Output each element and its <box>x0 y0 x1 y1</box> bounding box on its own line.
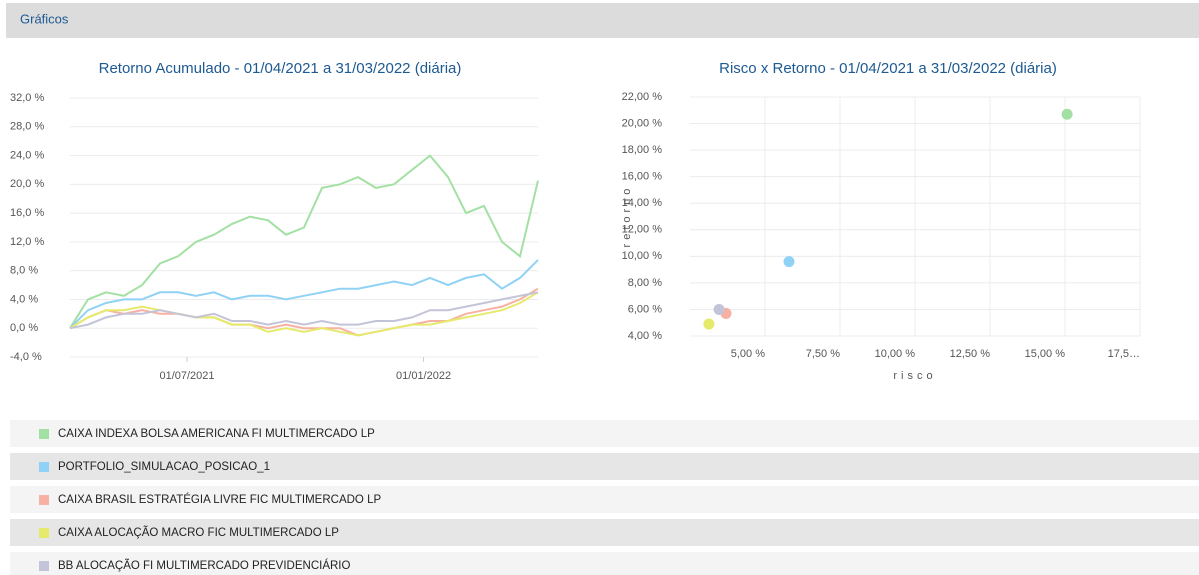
legend-swatch <box>39 495 49 505</box>
header-bar <box>6 3 1199 38</box>
legend-row <box>10 552 1199 575</box>
y-tick-label: 0,0 % <box>10 322 38 334</box>
legend-row <box>10 420 1199 447</box>
point <box>1061 108 1073 120</box>
y-tick-label: 20,00 % <box>622 117 663 129</box>
x-tick-label: 7,50 % <box>806 348 840 360</box>
series-line <box>69 291 539 337</box>
x-tick-label: 15,00 % <box>1025 348 1066 360</box>
point <box>783 256 795 268</box>
y-tick-label: 22,00 % <box>622 91 663 103</box>
y-tick-label: 24,0 % <box>10 149 44 161</box>
header-title: Gráficos <box>20 11 69 26</box>
y-tick-label: 14,00 % <box>622 197 663 209</box>
y-tick-label: 28,0 % <box>10 121 44 133</box>
x-tick-label: 10,00 % <box>875 348 916 360</box>
y-tick-label: 8,0 % <box>10 265 38 277</box>
y-tick-label: 32,0 % <box>10 92 44 104</box>
y-tick-label: 6,00 % <box>628 303 662 315</box>
x-tick-label: 01/01/2022 <box>396 370 451 382</box>
legend-row <box>10 486 1199 513</box>
y-tick-label: 8,00 % <box>628 277 662 289</box>
chart-title: Retorno Acumulado - 01/04/2021 a 31/03/2… <box>99 60 462 77</box>
y-tick-label: 18,00 % <box>622 144 663 156</box>
y-tick-label: 20,0 % <box>10 178 44 190</box>
x-tick-label: 12,50 % <box>950 348 991 360</box>
legend-label: CAIXA INDEXA BOLSA AMERICANA FI MULTIMER… <box>58 428 375 440</box>
y-tick-label: 4,0 % <box>10 293 38 305</box>
y-tick-label: 4,00 % <box>628 330 662 342</box>
x-axis-label: risco <box>893 370 936 382</box>
legend-swatch <box>39 429 49 439</box>
y-tick-label: -4,0 % <box>10 351 42 363</box>
legend-label: PORTFOLIO_SIMULACAO_POSICAO_1 <box>58 461 270 473</box>
x-tick-label: 01/07/2021 <box>159 370 214 382</box>
series-line <box>69 287 539 337</box>
y-tick-label: 16,0 % <box>10 207 44 219</box>
point <box>713 303 725 315</box>
y-tick-label: 12,0 % <box>10 236 44 248</box>
y-tick-label: 10,00 % <box>622 250 663 262</box>
x-tick-label: 17,5… <box>1108 348 1140 360</box>
point <box>703 318 715 330</box>
series-line <box>69 259 539 329</box>
chart-title: Risco x Retorno - 01/04/2021 a 31/03/202… <box>719 60 1057 77</box>
y-tick-label: 12,00 % <box>622 224 663 236</box>
series-line <box>69 154 539 329</box>
series-line <box>69 291 539 330</box>
legend-swatch <box>39 528 49 538</box>
legend-swatch <box>39 561 49 571</box>
y-axis-label: retorno <box>621 185 633 248</box>
x-tick-label: 5,00 % <box>731 348 765 360</box>
legend-label: CAIXA ALOCAÇÃO MACRO FIC MULTIMERCADO LP <box>58 526 339 539</box>
legend-swatch <box>39 462 49 472</box>
legend-row <box>10 453 1199 480</box>
legend-label: BB ALOCAÇÃO FI MULTIMERCADO PREVIDENCIÁR… <box>58 559 351 572</box>
y-tick-label: 16,00 % <box>622 171 663 183</box>
legend-row <box>10 519 1199 546</box>
legend-label: CAIXA BRASIL ESTRATÉGIA LIVRE FIC MULTIM… <box>58 493 381 506</box>
